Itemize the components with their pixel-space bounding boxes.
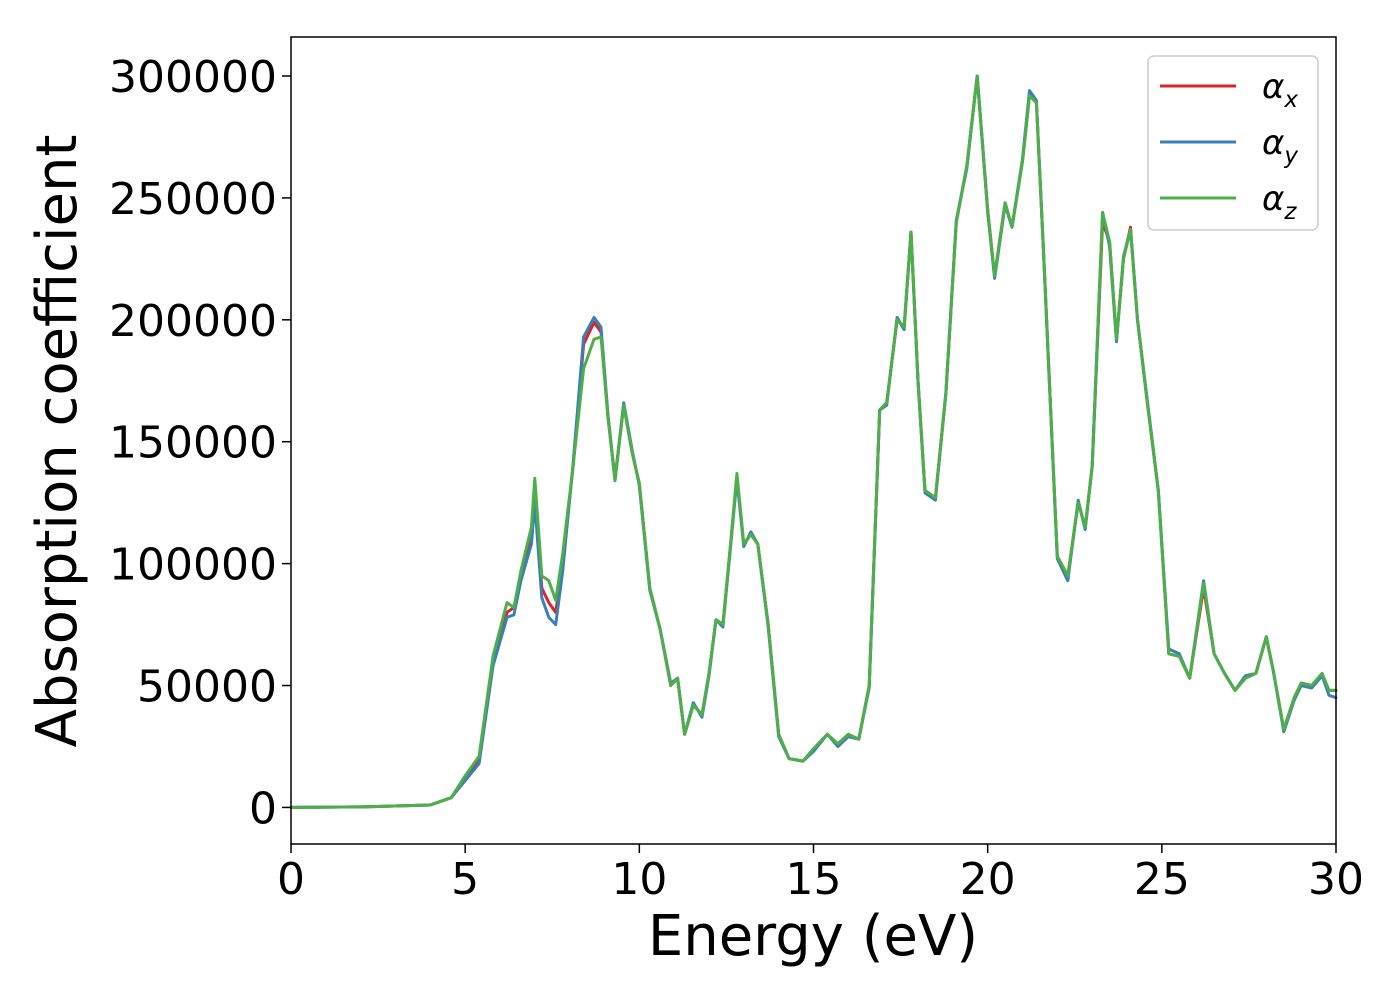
x-tick-label-5: 25	[1134, 854, 1190, 905]
y-tick-label-5: 250000	[109, 174, 277, 225]
y-axis-title: Absorption coefficient	[25, 135, 90, 748]
series-layer	[289, 74, 1338, 809]
y-tick-label-4: 200000	[109, 296, 277, 347]
y-tick-label-3: 150000	[109, 418, 277, 469]
x-tick-label-3: 15	[786, 854, 842, 905]
series-line-2	[289, 74, 1338, 809]
x-axis: 0 5 10 15 20 25 30	[277, 844, 1364, 905]
legend-label-1: αy	[1262, 123, 1298, 169]
y-tick-label-2: 100000	[109, 540, 277, 591]
x-tick-label-2: 10	[611, 854, 667, 905]
x-tick-label-1: 5	[451, 854, 479, 905]
y-tick-label-6: 300000	[109, 52, 277, 103]
y-tick-label-1: 50000	[137, 662, 277, 713]
legend: αx αy αz	[1147, 55, 1319, 231]
legend-label-0: αx	[1262, 67, 1298, 113]
x-axis-title: Energy (eV)	[648, 904, 978, 969]
y-axis: 0 50000 100000 150000 200000 250000 300000	[109, 52, 291, 834]
legend-label-2: αz	[1262, 179, 1297, 225]
x-tick-label-0: 0	[277, 854, 305, 905]
y-tick-label-0: 0	[249, 783, 277, 834]
x-tick-label-4: 20	[960, 854, 1016, 905]
x-tick-label-6: 30	[1308, 854, 1364, 905]
